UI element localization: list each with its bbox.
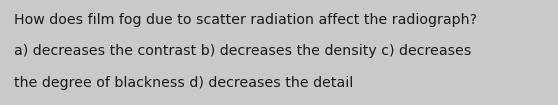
Text: the degree of blackness d) decreases the detail: the degree of blackness d) decreases the…: [14, 76, 353, 90]
Text: How does film fog due to scatter radiation affect the radiograph?: How does film fog due to scatter radiati…: [14, 13, 477, 27]
Text: a) decreases the contrast b) decreases the density c) decreases: a) decreases the contrast b) decreases t…: [14, 44, 472, 58]
